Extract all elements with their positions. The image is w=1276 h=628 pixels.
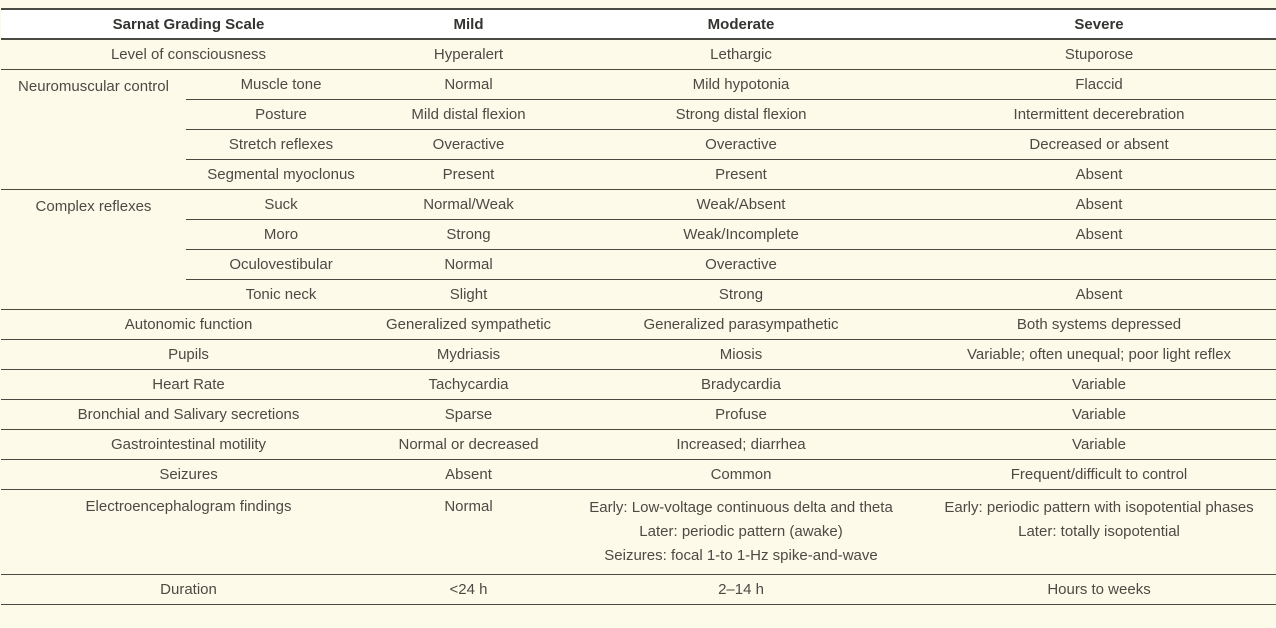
header-severe: Severe — [921, 8, 1276, 40]
row-seizures: Seizures Absent Common Frequent/difficul… — [1, 459, 1276, 490]
row-label: Bronchial and Salivary secretions — [1, 399, 377, 430]
category-neuromuscular-control: Neuromuscular control — [1, 69, 186, 190]
cell-moderate: Overactive — [561, 249, 922, 280]
cell-severe: Intermittent decerebration — [921, 99, 1276, 130]
cell-mild: Normal — [376, 489, 562, 575]
row-oculovestibular: Oculovestibular Normal Overactive — [1, 249, 1276, 280]
eeg-severe-line-later: Later: totally isopotential — [1018, 523, 1180, 540]
header-mild: Mild — [376, 8, 562, 40]
row-label: Stretch reflexes — [186, 129, 377, 160]
cell-severe: Stuporose — [921, 39, 1276, 70]
row-label: Posture — [186, 99, 377, 130]
cell-mild: Mydriasis — [376, 339, 562, 370]
cell-moderate: Miosis — [561, 339, 922, 370]
row-label: Tonic neck — [186, 279, 377, 310]
row-autonomic-function: Autonomic function Generalized sympathet… — [1, 309, 1276, 340]
cell-mild: Overactive — [376, 129, 562, 160]
cell-mild: Sparse — [376, 399, 562, 430]
cell-moderate: Weak/Absent — [561, 189, 922, 220]
cell-mild: Generalized sympathetic — [376, 309, 562, 340]
sarnat-grading-table: Sarnat Grading Scale Mild Moderate Sever… — [1, 8, 1276, 605]
cell-severe: Absent — [921, 219, 1276, 250]
row-eeg-findings: Electroencephalogram findings Normal Ear… — [1, 489, 1276, 575]
row-label: Level of consciousness — [1, 39, 377, 70]
row-label: Pupils — [1, 339, 377, 370]
cell-moderate: Overactive — [561, 129, 922, 160]
row-stretch-reflexes: Stretch reflexes Overactive Overactive D… — [1, 129, 1276, 160]
row-bronchial-salivary-secretions: Bronchial and Salivary secretions Sparse… — [1, 399, 1276, 430]
row-posture: Posture Mild distal flexion Strong dista… — [1, 99, 1276, 130]
cell-mild: Normal — [376, 69, 562, 100]
cell-mild: Normal — [376, 249, 562, 280]
cell-severe: Absent — [921, 189, 1276, 220]
cell-severe: Both systems depressed — [921, 309, 1276, 340]
cell-severe: Frequent/difficult to control — [921, 459, 1276, 490]
row-pupils: Pupils Mydriasis Miosis Variable; often … — [1, 339, 1276, 370]
row-duration: Duration <24 h 2–14 h Hours to weeks — [1, 574, 1276, 605]
cell-mild: Normal or decreased — [376, 429, 562, 460]
cell-severe: Variable — [921, 369, 1276, 400]
row-suck: Complex reflexes Suck Normal/Weak Weak/A… — [1, 189, 1276, 310]
cell-moderate: Weak/Incomplete — [561, 219, 922, 250]
cell-mild: Mild distal flexion — [376, 99, 562, 130]
cell-mild: Absent — [376, 459, 562, 490]
cell-moderate: Increased; diarrhea — [561, 429, 922, 460]
cell-moderate: Lethargic — [561, 39, 922, 70]
row-segmental-myoclonus: Segmental myoclonus Present Present Abse… — [1, 159, 1276, 190]
cell-severe: Absent — [921, 159, 1276, 190]
row-label: Gastrointestinal motility — [1, 429, 377, 460]
cell-moderate: Bradycardia — [561, 369, 922, 400]
cell-mild: Slight — [376, 279, 562, 310]
cell-severe: Absent — [921, 279, 1276, 310]
header-row: Sarnat Grading Scale Mild Moderate Sever… — [1, 8, 1276, 40]
row-label: Oculovestibular — [186, 249, 377, 280]
header-moderate: Moderate — [561, 8, 922, 40]
cell-severe: Variable; often unequal; poor light refl… — [921, 339, 1276, 370]
row-label: Suck — [186, 189, 377, 220]
table-wrapper: Sarnat Grading Scale Mild Moderate Sever… — [1, 8, 1276, 605]
cell-moderate: Strong distal flexion — [561, 99, 922, 130]
cell-severe — [921, 249, 1276, 280]
cell-severe: Variable — [921, 429, 1276, 460]
cell-moderate: Early: Low-voltage continuous delta and … — [561, 489, 922, 575]
cell-mild: Normal/Weak — [376, 189, 562, 220]
cell-moderate: 2–14 h — [561, 574, 922, 605]
row-gastrointestinal-motility: Gastrointestinal motility Normal or decr… — [1, 429, 1276, 460]
header-scale: Sarnat Grading Scale — [1, 8, 377, 40]
cell-moderate: Generalized parasympathetic — [561, 309, 922, 340]
cell-mild: <24 h — [376, 574, 562, 605]
row-label: Electroencephalogram findings — [1, 489, 377, 575]
eeg-moderate-line-seizures: Seizures: focal 1-to 1-Hz spike-and-wave — [604, 547, 878, 564]
row-label: Autonomic function — [1, 309, 377, 340]
row-label: Moro — [186, 219, 377, 250]
cell-mild: Present — [376, 159, 562, 190]
cell-mild: Tachycardia — [376, 369, 562, 400]
cell-mild: Strong — [376, 219, 562, 250]
category-complex-reflexes: Complex reflexes — [1, 189, 186, 310]
cell-moderate: Common — [561, 459, 922, 490]
cell-moderate: Profuse — [561, 399, 922, 430]
cell-severe: Early: periodic pattern with isopotentia… — [921, 489, 1276, 575]
row-level-of-consciousness: Level of consciousness Hyperalert Lethar… — [1, 39, 1276, 70]
row-label: Seizures — [1, 459, 377, 490]
cell-mild: Hyperalert — [376, 39, 562, 70]
cell-severe: Decreased or absent — [921, 129, 1276, 160]
eeg-moderate-line-early: Early: Low-voltage continuous delta and … — [589, 499, 893, 516]
cell-moderate: Mild hypotonia — [561, 69, 922, 100]
row-label: Muscle tone — [186, 69, 377, 100]
row-heart-rate: Heart Rate Tachycardia Bradycardia Varia… — [1, 369, 1276, 400]
eeg-moderate-line-later: Later: periodic pattern (awake) — [639, 523, 843, 540]
row-muscle-tone: Neuromuscular control Muscle tone Normal… — [1, 69, 1276, 190]
cell-severe: Variable — [921, 399, 1276, 430]
row-label: Duration — [1, 574, 377, 605]
cell-severe: Hours to weeks — [921, 574, 1276, 605]
cell-severe: Flaccid — [921, 69, 1276, 100]
row-moro: Moro Strong Weak/Incomplete Absent — [1, 219, 1276, 250]
row-label: Heart Rate — [1, 369, 377, 400]
row-tonic-neck: Tonic neck Slight Strong Absent — [1, 279, 1276, 310]
row-label: Segmental myoclonus — [186, 159, 377, 190]
cell-moderate: Present — [561, 159, 922, 190]
cell-moderate: Strong — [561, 279, 922, 310]
eeg-severe-line-early: Early: periodic pattern with isopotentia… — [944, 499, 1254, 516]
